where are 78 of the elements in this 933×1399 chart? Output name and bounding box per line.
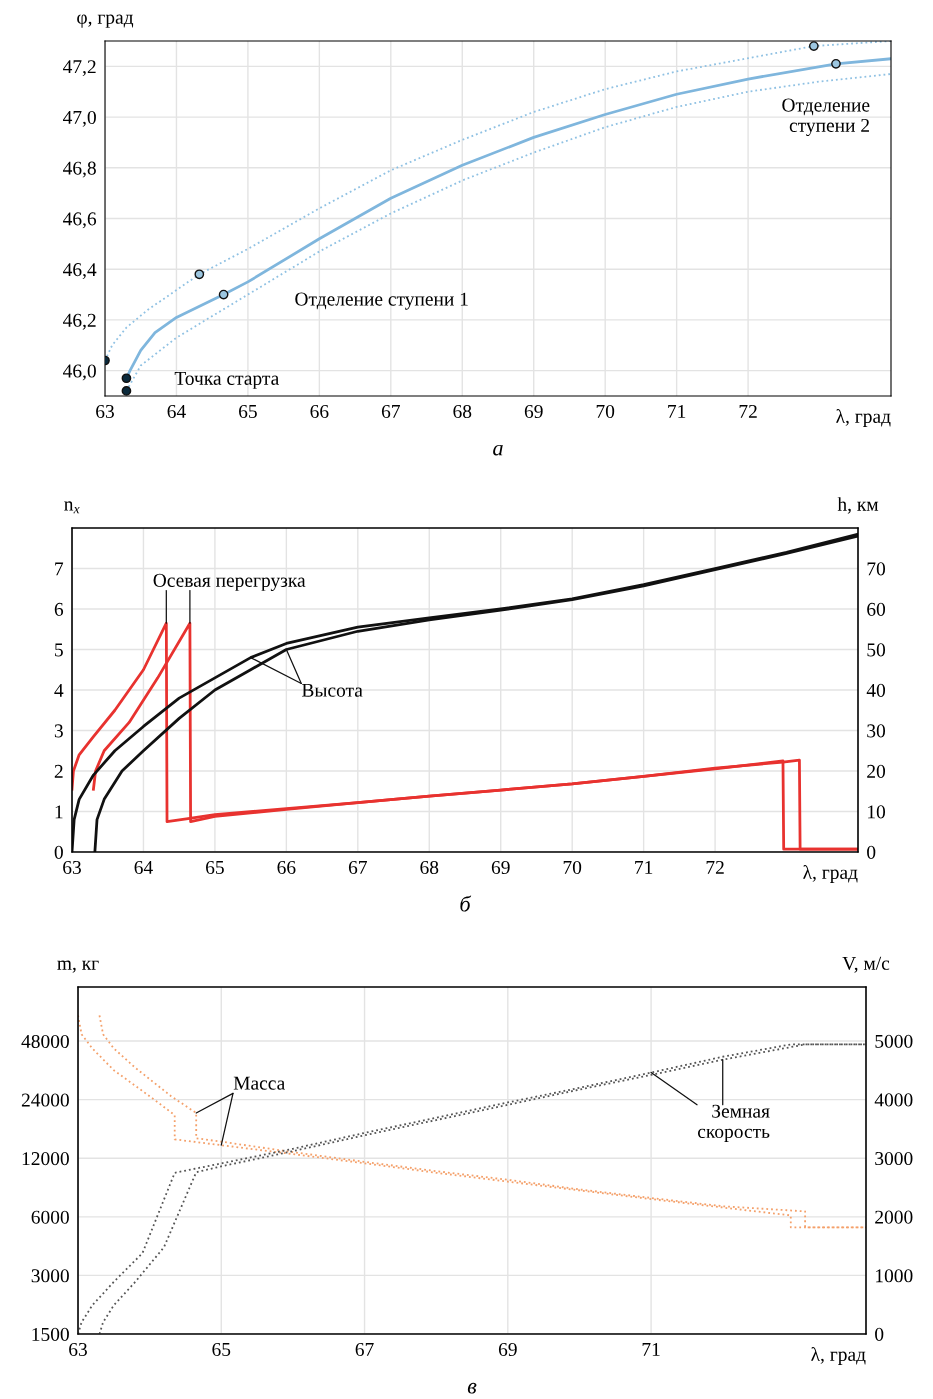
y-tick-label: 12000 [22,1152,69,1166]
x-tick-label: 67 [355,1342,374,1357]
x-tick-label: 67 [348,860,367,875]
y-tick-label: 46,0 [63,364,96,381]
y2-tick-label: 40 [866,683,886,697]
y2-tick-label: 5000 [875,1034,913,1048]
y2-tick-label: 50 [867,643,886,657]
annotation: Масса [233,1076,285,1090]
x-tick-label: 66 [310,404,329,419]
x-tick-label: 70 [563,860,582,875]
x-tick-label: 65 [206,860,224,875]
text: а [493,444,503,456]
x-tick-label: 68 [420,860,439,875]
x-tick-label: 65 [212,1342,231,1357]
x-tick-label: 70 [596,404,615,419]
x-tick-label: 64 [167,404,186,419]
y-tick-label: 4 [54,683,64,697]
annotation: Точка старта [174,371,279,389]
y-tick-label: 2 [54,764,63,778]
x-axis-title: λ, град [811,1347,866,1365]
x-tick-label: 69 [524,404,543,419]
y2-tick-label: 10 [868,805,886,819]
y-axis-title: φ, град [77,14,134,28]
y2-tick-label: 0 [875,1327,884,1341]
x-tick-label: 68 [453,404,472,419]
y-tick-label: 0 [54,845,63,859]
text: в [467,1382,477,1394]
x-tick-label: 69 [498,1342,517,1357]
y2-tick-label: 30 [867,724,886,738]
x-tick-label: 63 [69,1342,87,1357]
x-tick-label: 67 [381,404,400,419]
y-tick-label: 1500 [32,1327,69,1341]
y-tick-label: 46,2 [63,313,96,330]
y-tick-label: 46,6 [63,212,97,229]
x-tick-label: 64 [134,860,153,875]
x-tick-label: 69 [491,860,510,875]
y-tick-label: 5 [55,643,63,657]
y-axis-title: m, кг [57,960,99,973]
text: б [460,895,472,912]
y2-tick-label: 2000 [875,1210,913,1224]
y2-axis-title: V, м/с [842,956,890,973]
x-tick-label: 71 [635,860,653,874]
x-axis-title: λ, град [836,409,891,427]
annotation: Высота [301,683,363,697]
y-tick-label: 1 [55,805,63,819]
y2-tick-label: 70 [867,562,886,576]
x-tick-label: 71 [642,1342,660,1356]
y-axis-title: n$_{x}$ [64,501,80,514]
y2-tick-label: 3000 [875,1151,913,1166]
x-tick-label: 66 [277,860,296,875]
y-tick-label: 46,8 [63,161,96,178]
annotation: Земная скорость [697,1104,770,1143]
x-tick-label: 65 [239,404,257,419]
x-tick-label: 63 [96,404,114,419]
y2-tick-label: 1000 [876,1269,913,1283]
y-tick-label: 3000 [31,1269,69,1283]
y2-axis-title: h, км [837,497,879,514]
y-tick-label: 47,0 [63,110,96,127]
y2-tick-label: 20 [867,764,886,778]
y-tick-label: 3 [54,724,63,738]
y-tick-label: 6000 [31,1210,69,1224]
y-tick-label: 46,4 [63,263,97,279]
x-tick-label: 72 [706,860,724,874]
annotation: Отделение ступени 2 [782,98,870,136]
annotation: Осевая перегрузка [153,573,306,591]
y-tick-label: 48000 [21,1034,69,1048]
annotation: Отделение ступени 1 [295,292,468,310]
x-tick-label: 63 [63,860,81,875]
x-tick-label: 71 [668,404,686,418]
y-tick-label: 47,2 [63,60,96,77]
y-tick-label: 7 [55,562,64,576]
x-axis-title: λ, град [803,865,858,883]
y2-tick-label: 60 [867,602,886,616]
y2-tick-label: 0 [867,845,876,859]
x-tick-label: 72 [739,404,757,418]
y-tick-label: 6 [54,602,64,616]
y2-tick-label: 4000 [874,1093,913,1107]
y-tick-label: 24000 [21,1093,69,1107]
